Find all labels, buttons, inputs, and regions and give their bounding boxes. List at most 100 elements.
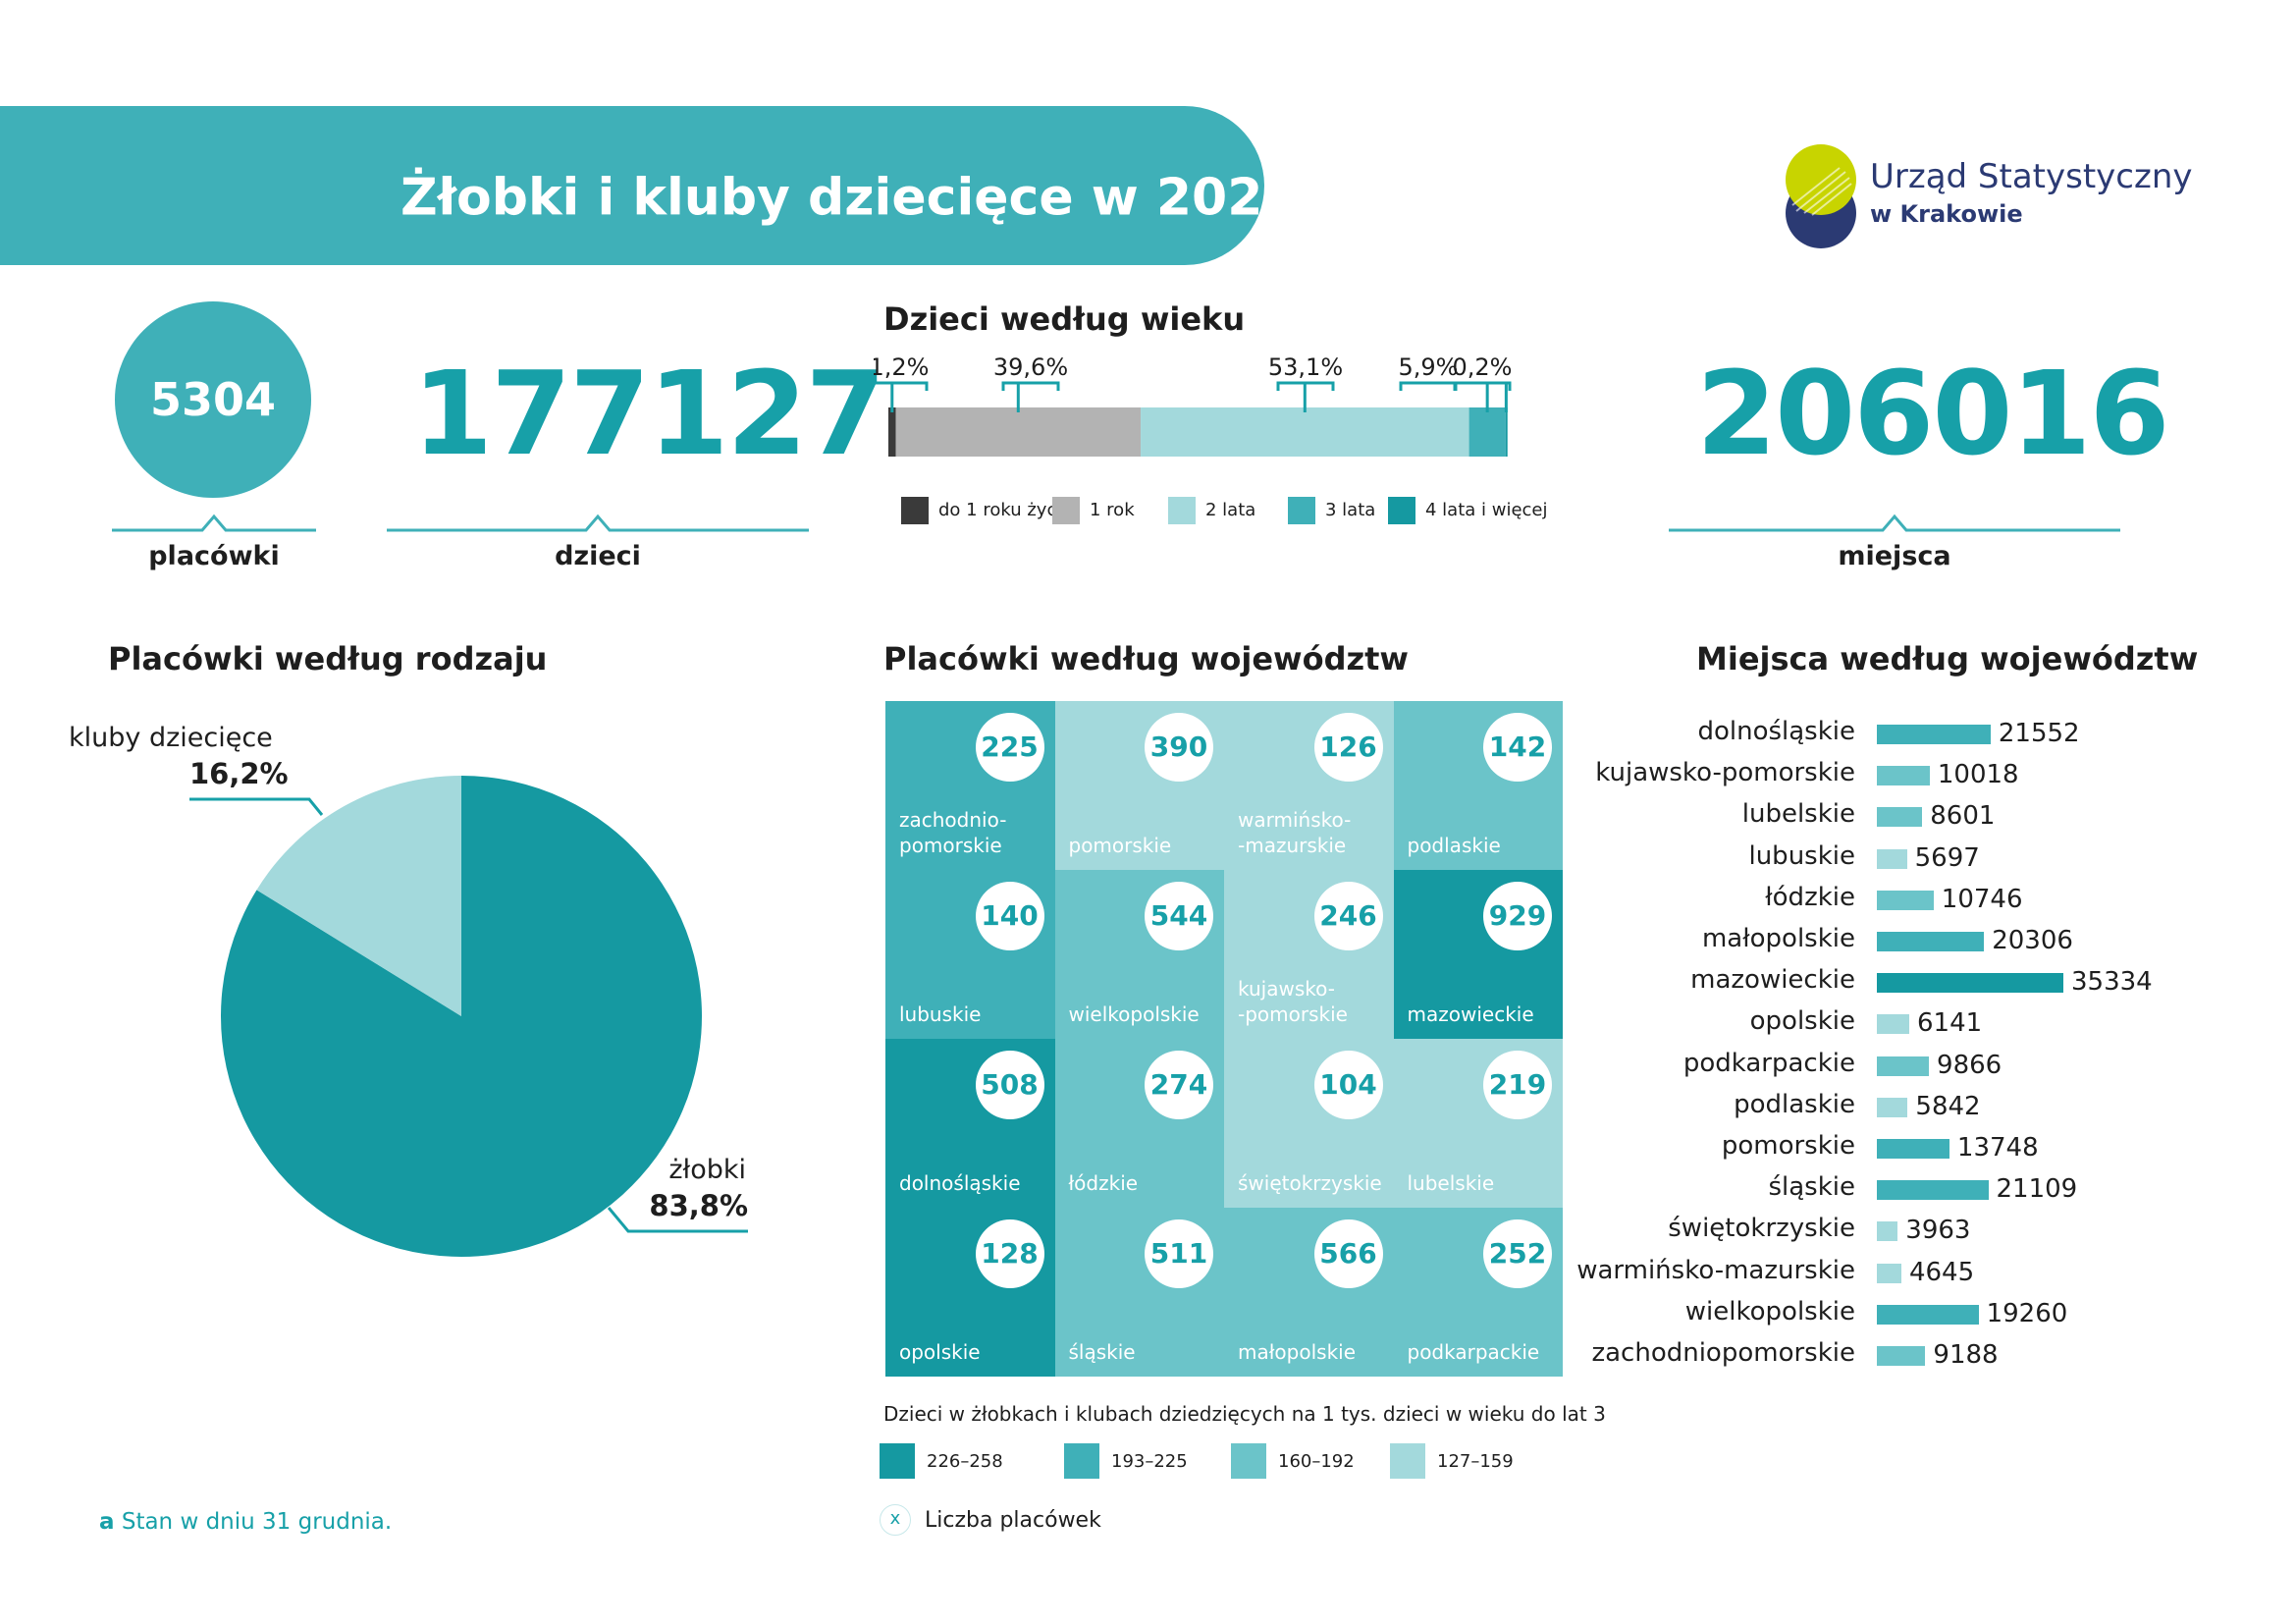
tile-label-lubuskie: lubuskie bbox=[899, 1001, 981, 1027]
pie-value-kluby-dzieciece: 16,2% bbox=[189, 757, 289, 790]
tile-pomorskie: 390 pomorskie bbox=[1054, 701, 1224, 870]
age-legend-swatch-1-rok bbox=[1052, 497, 1080, 524]
age-bracket-4-lata-i-więcej bbox=[1453, 381, 1512, 391]
kpi-places-value: 206016 bbox=[1696, 346, 2170, 481]
treemap-legend: 226–258 193–225 160–192 127–159 bbox=[880, 1443, 1567, 1479]
tile-label-lubelskie: lubelskie bbox=[1408, 1170, 1495, 1196]
treemap-legend-swatch-160–192 bbox=[1231, 1443, 1266, 1479]
places-value-podlaskie: 5842 bbox=[1915, 1091, 1981, 1121]
tile-warmińsko-mazurskie: 126 warmińsko- -mazurskie bbox=[1224, 701, 1394, 870]
tile-label-świętokrzyskie: świętokrzyskie bbox=[1238, 1170, 1382, 1196]
tile-label-line: warmińsko- bbox=[1238, 808, 1352, 832]
places-label-świętokrzyskie: świętokrzyskie bbox=[1668, 1214, 1855, 1244]
places-label-lubuskie: lubuskie bbox=[1748, 840, 1855, 871]
tile-count-pomorskie: 390 bbox=[1145, 713, 1213, 782]
count-legend-symbol: x bbox=[880, 1504, 911, 1536]
age-bracket-1-rok bbox=[1001, 381, 1060, 391]
tile-lubelskie: 219 lubelskie bbox=[1393, 1039, 1563, 1208]
tile-label-line: podkarpackie bbox=[1407, 1340, 1540, 1364]
places-bar-wielkopolskie bbox=[1877, 1304, 1979, 1325]
places-value-dolnośląskie: 21552 bbox=[1998, 719, 2080, 748]
age-bar-3-lata bbox=[1468, 407, 1506, 457]
tile-label-line: -mazurskie bbox=[1238, 834, 1347, 857]
tile-label-zachodnio-pomorskie: zachodnio-pomorskie bbox=[899, 807, 1006, 858]
places-value-kujawsko-pomorskie: 10018 bbox=[1937, 760, 2019, 790]
places-value-zachodniopomorskie: 9188 bbox=[1933, 1340, 1999, 1370]
age-legend-label-do-1-roku-życia: do 1 roku życia bbox=[938, 500, 1073, 520]
age-bar-1-rok bbox=[895, 407, 1142, 457]
tile-count-podlaskie: 142 bbox=[1483, 713, 1552, 782]
tile-łódzkie: 274 łódzkie bbox=[1054, 1039, 1224, 1208]
places-bar-śląskie bbox=[1877, 1180, 1989, 1201]
places-label-lubelskie: lubelskie bbox=[1741, 799, 1855, 830]
tile-count-kujawsko-pomorskie: 246 bbox=[1313, 882, 1383, 950]
places-label-małopolskie: małopolskie bbox=[1701, 924, 1855, 953]
age-bar-2-lata bbox=[1141, 407, 1469, 457]
places-bar-opolskie bbox=[1877, 1014, 1910, 1035]
tile-opolskie: 128 opolskie bbox=[885, 1208, 1055, 1377]
places-value-warmińsko-mazurskie: 4645 bbox=[1908, 1257, 1975, 1287]
tile-label-line: małopolskie bbox=[1238, 1340, 1357, 1364]
tile-małopolskie: 566 małopolskie bbox=[1224, 1208, 1394, 1377]
treemap-legend-label-226–258: 226–258 bbox=[927, 1451, 1003, 1472]
treemap-legend-title: Dzieci w żłobkach i klubach dziedzięcych… bbox=[883, 1402, 1606, 1426]
footnote-text: Stan w dniu 31 grudnia. bbox=[121, 1509, 393, 1535]
tile-label-line: lubuskie bbox=[899, 1002, 982, 1026]
tile-label-line: kujawsko- bbox=[1238, 977, 1335, 1001]
treemap-legend-label-160–192: 160–192 bbox=[1278, 1451, 1355, 1472]
tile-count-lubuskie: 140 bbox=[975, 882, 1044, 950]
tile-label-line: dolnośląskie bbox=[899, 1171, 1021, 1195]
tile-śląskie: 511 śląskie bbox=[1054, 1208, 1224, 1377]
places-bar-kujawsko-pomorskie bbox=[1877, 766, 1930, 786]
tile-lubuskie: 140 lubuskie bbox=[885, 870, 1055, 1039]
tile-label-podkarpackie: podkarpackie bbox=[1408, 1339, 1540, 1365]
tile-label-line: pomorskie bbox=[899, 834, 1002, 857]
age-chart-title: Dzieci według wieku bbox=[883, 300, 1246, 338]
tile-label-line: śląskie bbox=[1068, 1340, 1136, 1364]
places-bar-chart: dolnośląskie 21552 kujawsko-pomorskie 10018… bbox=[1492, 707, 2277, 1375]
kpi-children-value: 177127 bbox=[412, 346, 886, 481]
tile-mazowieckie: 929 mazowieckie bbox=[1393, 870, 1563, 1039]
tile-label-line: świętokrzyskie bbox=[1238, 1171, 1382, 1195]
tile-label-pomorskie: pomorskie bbox=[1069, 833, 1172, 858]
tile-label-line: wielkopolskie bbox=[1068, 1002, 1200, 1026]
places-value-podkarpackie: 9866 bbox=[1937, 1050, 2002, 1080]
age-label-1-rok: 39,6% bbox=[993, 353, 1068, 381]
tile-count-małopolskie: 566 bbox=[1313, 1219, 1383, 1288]
pie-value-zlobki: 83,8% bbox=[649, 1189, 748, 1222]
age-legend-label-1-rok: 1 rok bbox=[1090, 500, 1135, 520]
places-bar-podlaskie bbox=[1877, 1097, 1908, 1117]
age-label-do-1-roku-życia: 1,2% bbox=[874, 353, 929, 381]
age-label-4-lata-i-więcej: 0,2% bbox=[1453, 353, 1513, 381]
tile-count-warmińsko-mazurskie: 126 bbox=[1313, 713, 1383, 782]
places-chart-title: Miejsca według województw bbox=[1696, 640, 2199, 677]
tile-label-łódzkie: łódzkie bbox=[1069, 1170, 1139, 1196]
age-legend-swatch-2-lata bbox=[1168, 497, 1196, 524]
treemap-legend-swatch-127–159 bbox=[1390, 1443, 1425, 1479]
tile-świętokrzyskie: 104 świętokrzyskie bbox=[1224, 1039, 1394, 1208]
tile-label-opolskie: opolskie bbox=[899, 1339, 981, 1365]
places-bar-podkarpackie bbox=[1877, 1056, 1930, 1076]
places-bar-świętokrzyskie bbox=[1877, 1221, 1898, 1242]
treemap-legend-swatch-226–258 bbox=[880, 1443, 915, 1479]
places-label-pomorskie: pomorskie bbox=[1721, 1131, 1855, 1161]
places-label-dolnośląskie: dolnośląskie bbox=[1697, 717, 1855, 746]
places-label-wielkopolskie: wielkopolskie bbox=[1684, 1296, 1855, 1326]
tile-label-mazowieckie: mazowieckie bbox=[1408, 1001, 1534, 1027]
logo-text-line1: Urząd Statystyczny bbox=[1870, 157, 2193, 196]
places-value-łódzkie: 10746 bbox=[1941, 884, 2023, 914]
pie-label-zlobki: żłobki bbox=[668, 1155, 746, 1185]
tile-zachodnio-pomorskie: 225 zachodnio-pomorskie bbox=[885, 701, 1055, 870]
places-value-opolskie: 6141 bbox=[1917, 1008, 1983, 1039]
tile-count-opolskie: 128 bbox=[975, 1219, 1044, 1288]
tile-label-kujawsko-pomorskie: kujawsko- -pomorskie bbox=[1238, 976, 1348, 1027]
places-label-opolskie: opolskie bbox=[1749, 1006, 1855, 1037]
tile-label-line: opolskie bbox=[899, 1340, 981, 1364]
tile-label-wielkopolskie: wielkopolskie bbox=[1069, 1001, 1200, 1027]
kpi-children-label: dzieci bbox=[555, 541, 641, 571]
title-footnote-marker: a bbox=[1357, 168, 1375, 197]
pie-slice-żłobki bbox=[220, 776, 702, 1257]
tile-podkarpackie: 252 podkarpackie bbox=[1393, 1208, 1563, 1377]
tile-count-zachodnio-pomorskie: 225 bbox=[975, 713, 1044, 782]
pie-chart: kluby dziecięce 16,2% żłobki 83,8% bbox=[69, 723, 748, 1257]
